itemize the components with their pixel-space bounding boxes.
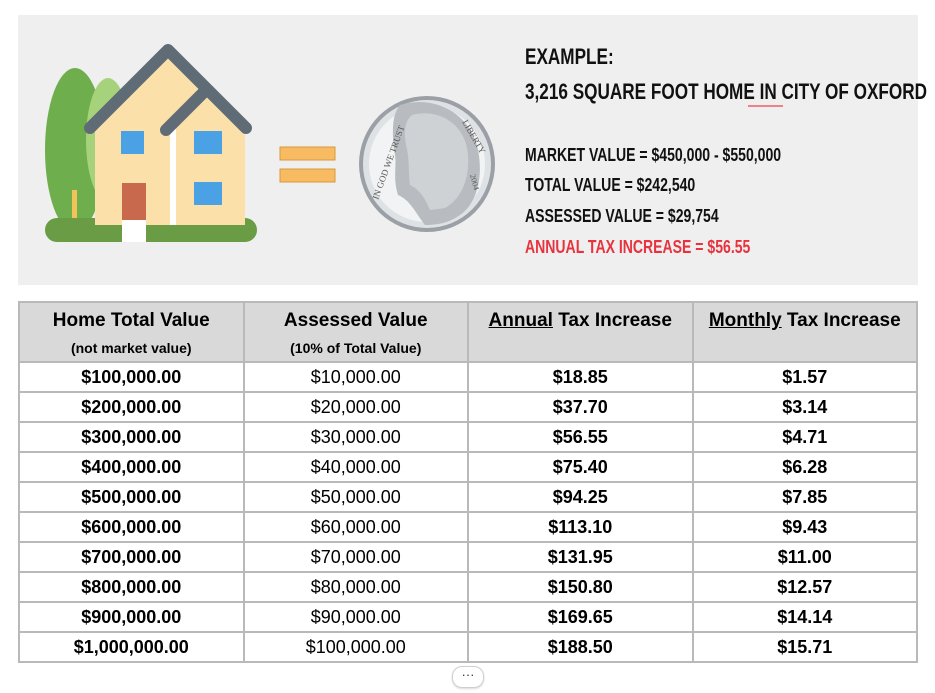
- house-illustration: IN GOD WE TRUST LIBERTY 2004: [45, 44, 495, 242]
- table-row: $800,000.00 $80,000.00 $150.80 $12.57: [18, 571, 918, 603]
- total-value-line: TOTAL VALUE = $242,540: [525, 175, 696, 195]
- table-row: $700,000.00 $70,000.00 $131.95 $11.00: [18, 541, 918, 573]
- table-row: $300,000.00 $30,000.00 $56.55 $4.71: [18, 421, 918, 453]
- assessed-value-line: ASSESSED VALUE = $29,754: [525, 206, 719, 226]
- table-row: $600,000.00 $60,000.00 $113.10 $9.43: [18, 511, 918, 543]
- table-row: $400,000.00 $40,000.00 $75.40 $6.28: [18, 451, 918, 483]
- header-home-total-value: Home Total Value (not market value): [18, 301, 245, 363]
- table-header-row: Home Total Value (not market value) Asse…: [18, 301, 918, 363]
- annual-tax-line: ANNUAL TAX INCREASE = $56.55: [525, 237, 751, 257]
- header-monthly-tax-increase: Monthly Tax Increase: [691, 301, 918, 363]
- city-underline: [748, 105, 783, 107]
- table-row: $1,000,000.00 $100,000.00 $188.50 $15.71: [18, 631, 918, 663]
- tax-table: Home Total Value (not market value) Asse…: [18, 301, 918, 663]
- table-row: $100,000.00 $10,000.00 $18.85 $1.57: [18, 361, 918, 393]
- header-annual-tax-increase: Annual Tax Increase: [467, 301, 694, 363]
- table-row: $500,000.00 $50,000.00 $94.25 $7.85: [18, 481, 918, 513]
- table-row: $900,000.00 $90,000.00 $169.65 $14.14: [18, 601, 918, 633]
- coin-year: 2004: [468, 173, 481, 191]
- more-options-button[interactable]: ···: [452, 666, 484, 688]
- example-title: EXAMPLE:: [525, 44, 614, 69]
- example-subtitle: 3,216 SQUARE FOOT HOME IN CITY OF OXFORD: [525, 79, 928, 104]
- equals-icon: [279, 146, 336, 161]
- nickel-coin-icon: IN GOD WE TRUST LIBERTY 2004: [359, 96, 495, 232]
- table-row: $200,000.00 $20,000.00 $37.70 $3.14: [18, 391, 918, 423]
- header-assessed-value: Assessed Value (10% of Total Value): [242, 301, 469, 363]
- market-value-line: MARKET VALUE = $450,000 - $550,000: [525, 145, 782, 165]
